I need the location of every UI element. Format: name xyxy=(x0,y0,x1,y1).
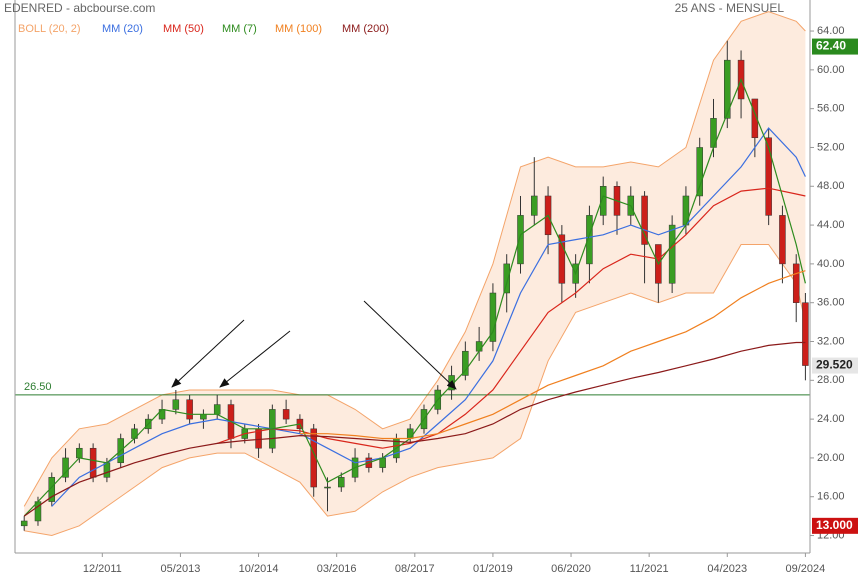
moving-average xyxy=(51,127,806,507)
band-lower xyxy=(24,244,806,537)
band-upper xyxy=(23,11,806,507)
candle-body xyxy=(20,520,28,527)
candle-body xyxy=(517,215,524,265)
x-tick-label: 04/2023 xyxy=(707,563,747,575)
candle-body xyxy=(503,263,510,294)
candle-body xyxy=(186,399,193,420)
candle-body xyxy=(213,404,221,415)
plot-area xyxy=(15,11,810,537)
price-tag-label: 62.40 xyxy=(816,39,846,53)
y-tick-label: 64.00 xyxy=(817,25,845,37)
candle-body xyxy=(76,447,83,459)
price-tag xyxy=(812,357,858,374)
x-tick-label: 08/2017 xyxy=(395,563,435,575)
candle-body xyxy=(558,234,566,284)
y-tick-label: 44.00 xyxy=(817,219,845,231)
legend-entry: MM (100) xyxy=(275,23,322,35)
candle-body xyxy=(724,59,731,119)
candle-body xyxy=(62,457,69,478)
x-tick-label: 03/2016 xyxy=(317,563,357,575)
level-label: 26.50 xyxy=(24,381,52,393)
arrow xyxy=(219,330,291,388)
candle-body xyxy=(338,477,345,488)
y-tick-label: 20.00 xyxy=(817,452,845,464)
x-tick-label: 10/2014 xyxy=(239,563,279,575)
candle-body xyxy=(475,341,483,352)
legend-entry: MM (20) xyxy=(102,23,143,35)
arrow xyxy=(363,300,457,390)
band-fill xyxy=(24,11,806,536)
candle-body xyxy=(641,195,648,245)
x-tick-label: 06/2020 xyxy=(551,563,591,575)
legend-entry: MM (200) xyxy=(342,23,389,35)
x-tick-label: 05/2013 xyxy=(161,563,201,575)
candle-body xyxy=(406,428,414,439)
candle-body xyxy=(531,195,538,216)
price-tag-label: 29.520 xyxy=(816,358,853,372)
candle-body xyxy=(310,428,317,488)
candle-body xyxy=(696,147,703,197)
y-tick-label: 60.00 xyxy=(817,64,845,76)
y-tick-label: 36.00 xyxy=(817,297,845,309)
candle-body xyxy=(462,350,469,376)
y-tick-label: 48.00 xyxy=(817,180,845,192)
candle-body xyxy=(599,186,607,216)
candle-body xyxy=(792,263,800,303)
price-tag xyxy=(812,517,858,534)
candle-body xyxy=(324,486,331,489)
candle-body xyxy=(751,98,759,139)
candle-body xyxy=(489,292,497,342)
candle-body xyxy=(779,215,786,265)
legend-entry: MM (50) xyxy=(163,23,204,35)
candle-body xyxy=(586,215,593,265)
x-tick-label: 01/2019 xyxy=(473,563,513,575)
chart-title: EDENRED - abcbourse.com xyxy=(4,1,155,15)
legend-entry: MM (7) xyxy=(222,23,257,35)
y-tick-label: 40.00 xyxy=(817,258,845,270)
y-tick-label: 28.00 xyxy=(817,374,845,386)
y-tick-label: 24.00 xyxy=(817,413,845,425)
candle-body xyxy=(89,447,97,478)
y-tick-label: 56.00 xyxy=(817,103,845,115)
candle-body xyxy=(802,302,809,366)
candle-body xyxy=(282,409,290,420)
y-tick-label: 52.00 xyxy=(817,141,845,153)
candle-body xyxy=(379,457,386,468)
legend-entry: BOLL (20, 2) xyxy=(18,23,81,35)
y-tick-label: 32.00 xyxy=(817,335,845,347)
x-tick-label: 09/2024 xyxy=(786,563,826,575)
candle-body xyxy=(668,224,676,284)
price-tag-label: 13.000 xyxy=(816,518,853,532)
candle-body xyxy=(765,137,772,216)
y-tick-label: 16.00 xyxy=(817,491,845,503)
moving-average xyxy=(23,78,806,517)
moving-average xyxy=(299,270,806,440)
candle-body xyxy=(172,399,180,410)
x-tick-label: 11/2021 xyxy=(630,563,669,575)
chart-subtitle: 25 ANS - MENSUEL xyxy=(675,1,785,15)
arrow xyxy=(171,319,245,388)
moving-average xyxy=(23,341,806,517)
candle-body xyxy=(200,414,207,420)
candle-body xyxy=(103,462,111,478)
x-tick-label: 12/2011 xyxy=(83,563,122,575)
annotation-arrows xyxy=(171,300,457,390)
price-tag xyxy=(812,38,858,55)
